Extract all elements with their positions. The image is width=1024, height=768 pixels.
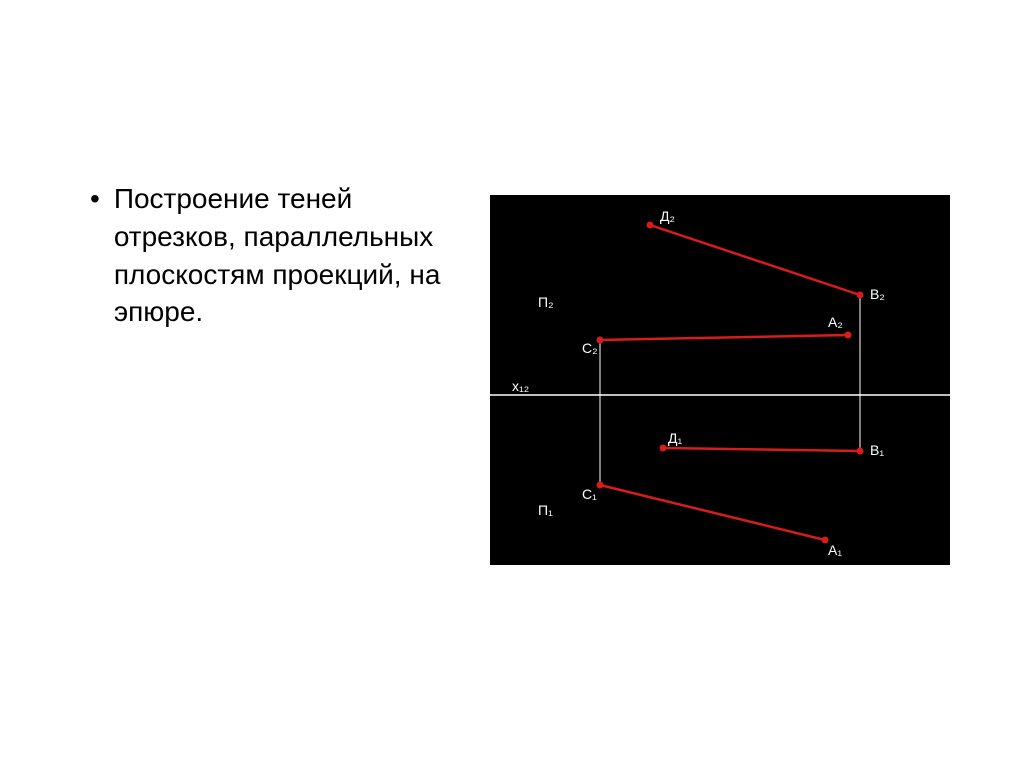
svg-text:С₂: С₂ [582,340,598,356]
svg-text:А₂: А₂ [828,314,843,330]
svg-text:Д₂: Д₂ [660,208,675,224]
bullet-text-block: • Построение теней отрезков, параллельны… [90,180,460,331]
svg-text:Д₁: Д₁ [668,430,682,446]
svg-text:x₁₂: x₁₂ [512,378,529,394]
svg-text:В₁: В₁ [870,442,884,458]
svg-text:П₁: П₁ [538,502,553,518]
bullet-row: • Построение теней отрезков, параллельны… [90,180,460,331]
svg-text:В₂: В₂ [870,286,885,302]
slide: • Построение теней отрезков, параллельны… [0,0,1024,768]
svg-text:А₁: А₁ [828,542,842,558]
bullet-dot: • [90,180,100,218]
svg-text:П₂: П₂ [538,294,554,310]
svg-text:С₁: С₁ [582,486,597,502]
diagram: Д₂ В₂ С₂ А₂ Д₁ В₁ С₁ А₁ x₁₂ П₂ П₁ [490,195,950,565]
bullet-label: Построение теней отрезков, параллельных … [114,180,460,331]
diagram-svg: Д₂ В₂ С₂ А₂ Д₁ В₁ С₁ А₁ x₁₂ П₂ П₁ [490,195,950,565]
